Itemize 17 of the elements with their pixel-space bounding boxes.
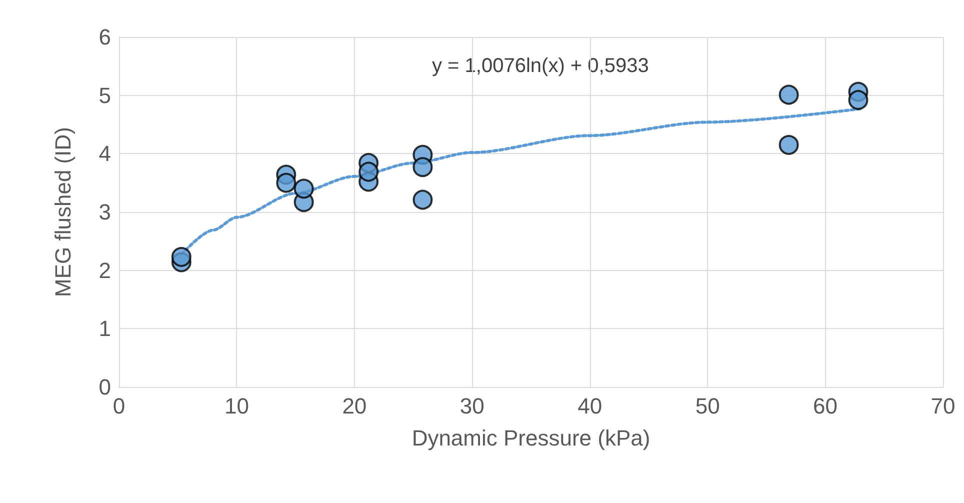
y-tick-label: 3 — [98, 200, 111, 224]
x-tick-label: 40 — [578, 394, 602, 418]
x-axis-title: Dynamic Pressure (kPa) — [412, 426, 650, 450]
y-tick-label: 2 — [98, 258, 111, 283]
x-tick-label: 50 — [695, 394, 720, 418]
x-tick-label: 20 — [342, 394, 367, 418]
y-tick-label: 4 — [98, 141, 111, 166]
y-axis-title: MEG flushed (ID) — [50, 127, 76, 297]
y-tick-label: 6 — [98, 24, 111, 50]
annotation: y = 1,0076ln(x) + 0,5933 — [432, 55, 649, 77]
y-tick-label: 5 — [98, 82, 111, 108]
x-tick-label: 70 — [930, 394, 956, 418]
x-tick-label: 10 — [224, 394, 249, 418]
y-tick-label: 1 — [98, 316, 111, 342]
x-tick-label: 60 — [813, 394, 838, 418]
x-tick-label: 30 — [460, 394, 484, 418]
y-tick-label: 0 — [98, 374, 111, 400]
